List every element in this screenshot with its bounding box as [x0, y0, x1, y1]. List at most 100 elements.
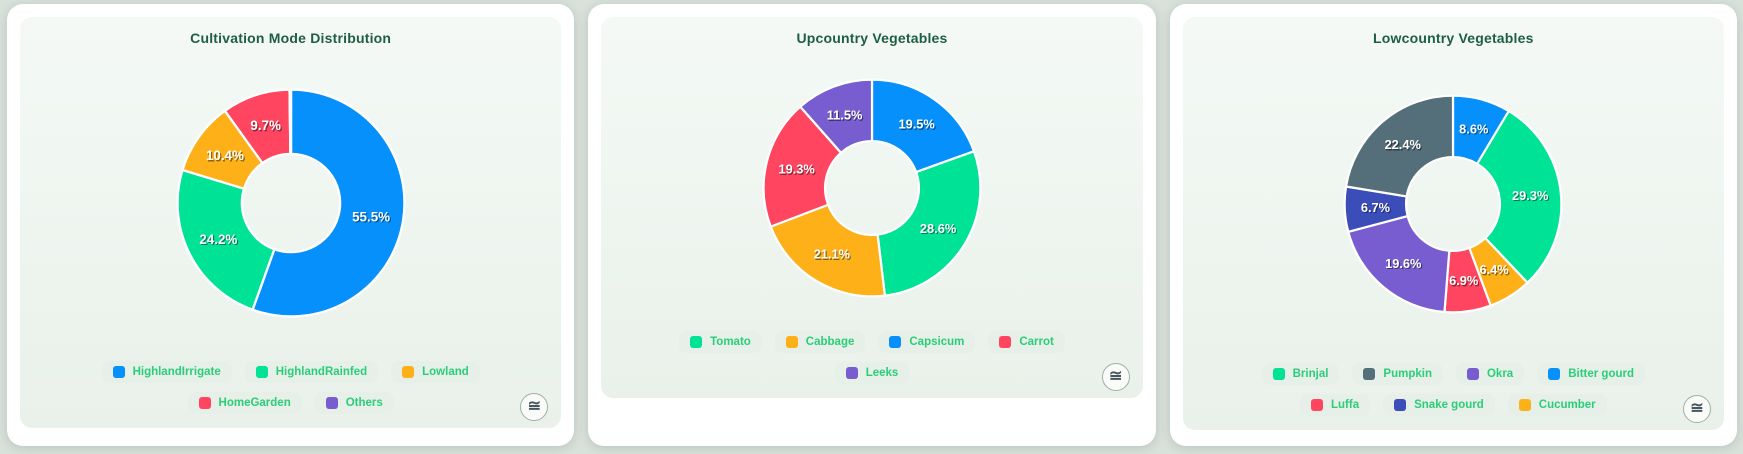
slice-percentage-shadow: 6.9%	[1451, 274, 1481, 289]
slice-percentage-shadow: 19.3%	[780, 162, 817, 177]
slice-percentage-label: 8.6%	[1459, 121, 1489, 136]
donut-slice-okra[interactable]	[1347, 214, 1451, 313]
donut-svg: 55.5%55.5%24.2%24.2%10.4%10.4%9.7%9.7%	[176, 87, 406, 318]
legend-marker	[1548, 368, 1561, 380]
slice-percentage-shadow: 28.6%	[921, 222, 958, 237]
slice-percentage-shadow: 11.5%	[828, 108, 864, 123]
chart-menu-button[interactable]: ≅	[1682, 395, 1711, 423]
legend-label: Others	[345, 397, 383, 409]
legend-item-highlandrainfed[interactable]: HighlandRainfed	[244, 361, 379, 383]
donut-slice-tomato[interactable]	[876, 149, 982, 297]
legend-item-cabbage[interactable]: Cabbage	[774, 331, 866, 353]
legend-label: Bitter gourd	[1568, 368, 1635, 380]
chart-menu-button[interactable]: ≅	[520, 393, 549, 421]
legend-item-brinjal[interactable]: Brinjal	[1261, 363, 1340, 385]
donut-slice-others[interactable]	[288, 87, 292, 155]
slice-percentage-label: 11.5%	[827, 107, 863, 122]
chart-card-lowcountry-vegetables: Lowcountry Vegetables 8.6% 8.6% 29.3% 29.3%…	[1169, 4, 1737, 446]
donut-slice-highlandrainfed[interactable]	[176, 168, 276, 311]
legend-marker	[690, 336, 703, 348]
donut-svg: 8.6%8.6%29.3%29.3%6.4%6.4%6.9%6.9%19.6%1…	[1343, 94, 1563, 313]
slice-percentage-label: 19.3%	[778, 161, 815, 176]
legend-item-homegarden[interactable]: HomeGarden	[187, 392, 302, 414]
chart-legend: Tomato Cabbage Capsicum Carrot Leeks	[613, 329, 1130, 392]
legend-item-leeks[interactable]: Leeks	[834, 362, 910, 384]
donut-svg: 19.5%19.5%28.6%28.6%21.1%21.1%19.3%19.3%…	[762, 78, 982, 297]
slice-percentage-shadow: 29.3%	[1514, 189, 1551, 204]
legend-item-capsicum[interactable]: Capsicum	[878, 331, 976, 353]
slice-percentage-label: 55.5%	[352, 209, 390, 224]
slice-percentage-label: 6.7%	[1361, 200, 1391, 215]
slice-percentage-shadow: 9.7%	[251, 119, 282, 134]
slice-percentage-shadow: 21.1%	[815, 247, 852, 262]
legend-item-tomato[interactable]: Tomato	[679, 331, 762, 353]
chart-panel: Cultivation Mode Distribution 55.5% 55.5%…	[20, 17, 562, 428]
chart-title: Lowcountry Vegetables	[1373, 30, 1534, 46]
chart-menu-icon: ≅	[1690, 400, 1704, 417]
chart-menu-icon: ≅	[1108, 368, 1123, 385]
legend-label: HighlandIrrigate	[132, 366, 221, 378]
legend-marker	[785, 336, 798, 348]
donut-slice-highlandirrigate[interactable]	[251, 87, 406, 318]
legend-label: Capsicum	[909, 336, 965, 348]
legend-label: Luffa	[1331, 399, 1360, 411]
legend-marker	[198, 397, 211, 409]
chart-panel: Upcountry Vegetables 19.5% 19.5% 28.6% 28.6…	[601, 17, 1143, 398]
slice-percentage-shadow: 10.4%	[207, 149, 245, 164]
legend-marker	[1272, 368, 1285, 380]
legend-item-lowland[interactable]: Lowland	[391, 361, 480, 383]
legend-marker	[402, 366, 415, 378]
legend-marker	[1363, 368, 1376, 380]
slice-percentage-shadow: 55.5%	[353, 210, 391, 225]
slice-percentage-label: 10.4%	[206, 148, 244, 163]
legend-label: Tomato	[710, 336, 751, 348]
legend-item-cucumber[interactable]: Cucumber	[1507, 394, 1607, 416]
donut-slice-carrot[interactable]	[762, 105, 843, 228]
legend-item-pumpkin[interactable]: Pumpkin	[1352, 363, 1443, 385]
legend-label: Lowland	[422, 366, 469, 378]
legend-label: Cucumber	[1538, 399, 1596, 411]
slice-percentage-shadow: 19.5%	[900, 117, 937, 132]
slice-percentage-label: 19.5%	[898, 116, 935, 131]
slice-percentage-shadow: 6.7%	[1362, 201, 1392, 216]
slice-percentage-label: 9.7%	[250, 118, 281, 133]
legend-marker	[112, 366, 125, 378]
legend-item-luffa[interactable]: Luffa	[1300, 394, 1371, 416]
legend-item-snake-gourd[interactable]: Snake gourd	[1383, 394, 1495, 416]
chart-legend: Brinjal Pumpkin Okra Bitter gourd Luffa Snake…	[1195, 361, 1712, 424]
donut-slice-cabbage[interactable]	[769, 203, 887, 297]
legend-marker	[325, 397, 338, 409]
legend-label: Brinjal	[1292, 368, 1329, 380]
slice-percentage-label: 6.4%	[1480, 262, 1510, 277]
legend-item-okra[interactable]: Okra	[1455, 363, 1525, 385]
slice-percentage-label: 28.6%	[920, 221, 957, 236]
chart-legend: HighlandIrrigate HighlandRainfed Lowland Ho…	[32, 359, 549, 422]
legend-label: Pumpkin	[1383, 368, 1432, 380]
slice-percentage-shadow: 22.4%	[1386, 138, 1423, 153]
slice-percentage-label: 6.9%	[1449, 273, 1479, 288]
legend-marker	[1466, 368, 1479, 380]
legend-item-others[interactable]: Others	[314, 392, 394, 414]
slice-percentage-shadow: 8.6%	[1461, 122, 1491, 137]
legend-item-bitter-gourd[interactable]: Bitter gourd	[1537, 363, 1646, 385]
legend-label: Snake gourd	[1414, 399, 1484, 411]
donut-slice-pumpkin[interactable]	[1345, 94, 1455, 198]
legend-marker	[255, 366, 268, 378]
legend-label: Carrot	[1019, 336, 1054, 348]
donut-slice-leeks[interactable]	[799, 78, 874, 154]
legend-marker	[1394, 399, 1407, 411]
legend-label: HighlandRainfed	[275, 366, 368, 378]
legend-label: Okra	[1486, 368, 1514, 380]
slice-percentage-shadow: 19.6%	[1387, 257, 1424, 272]
donut-chart: 19.5% 19.5% 28.6% 28.6% 21.1% 21.1% 19.3% 19.3%…	[613, 46, 1130, 329]
donut-chart: 55.5% 55.5% 24.2% 24.2% 10.4% 10.4% 9.7% 9.7%	[32, 46, 549, 359]
donut-slice-brinjal[interactable]	[1476, 109, 1563, 284]
legend-item-carrot[interactable]: Carrot	[988, 331, 1065, 353]
slice-percentage-label: 22.4%	[1385, 137, 1422, 152]
legend-item-highlandirrigate[interactable]: HighlandIrrigate	[101, 361, 232, 383]
donut-slice-capsicum[interactable]	[870, 78, 976, 173]
slice-percentage-label: 24.2%	[199, 231, 237, 246]
legend-marker	[999, 336, 1012, 348]
chart-menu-button[interactable]: ≅	[1101, 363, 1130, 391]
